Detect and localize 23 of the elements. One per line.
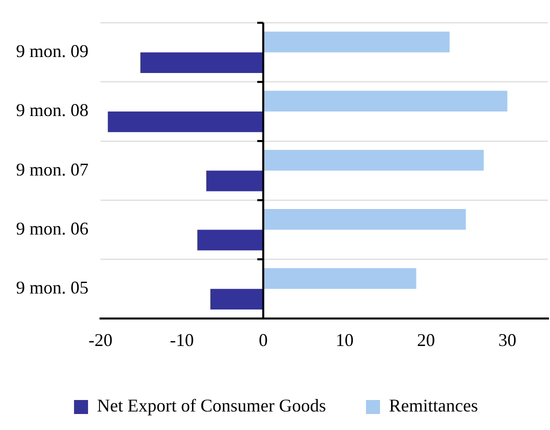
- y-tick-label: 9 mon. 09: [16, 41, 88, 62]
- y-tick-label: 9 mon. 06: [16, 218, 88, 238]
- x-tick-label: 0: [258, 330, 268, 350]
- x-tick-label: -20: [88, 330, 112, 350]
- y-tick-label: 9 mon. 07: [16, 159, 88, 180]
- x-tick-label: 20: [416, 330, 435, 350]
- bar: [263, 150, 484, 171]
- legend-label: Remittances: [389, 396, 478, 416]
- bar: [263, 209, 466, 230]
- bar: [108, 111, 264, 132]
- y-tick-label: 9 mon. 05: [16, 278, 88, 298]
- bar: [263, 32, 450, 52]
- y-tick-label: 9 mon. 08: [16, 100, 88, 120]
- bar: [140, 52, 264, 74]
- bar: [210, 288, 264, 310]
- x-tick-label: -10: [170, 330, 194, 350]
- x-tick-label: 30: [498, 330, 516, 350]
- bar: [197, 230, 264, 250]
- legend-label: Net Export of Consumer Goods: [97, 396, 326, 416]
- bar: [263, 90, 508, 112]
- x-tick-label: 10: [336, 330, 354, 350]
- bar: [263, 268, 416, 289]
- bar: [206, 170, 264, 192]
